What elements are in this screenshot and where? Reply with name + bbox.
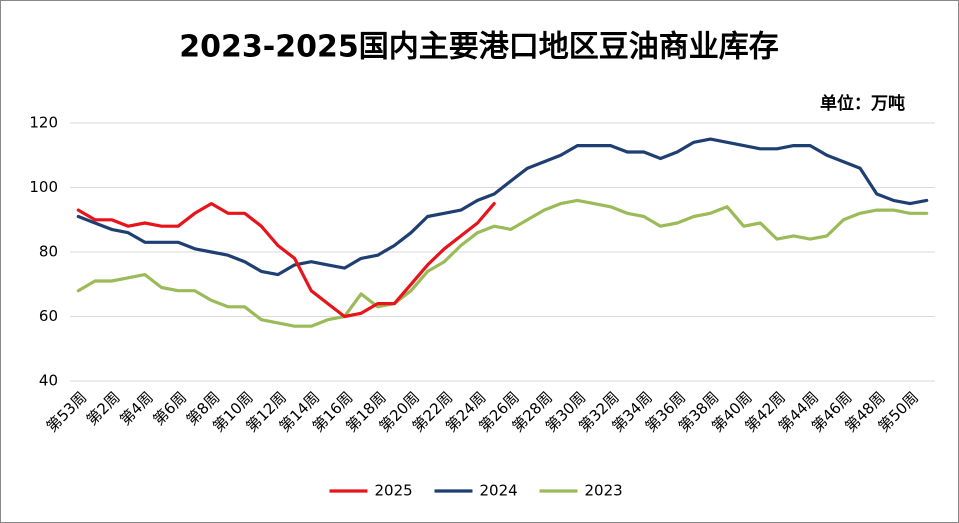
y-tick-label: 100 xyxy=(29,178,58,196)
series-line xyxy=(76,137,929,277)
y-tick-label: 60 xyxy=(39,307,58,325)
unit-annotation: 单位：万吨 xyxy=(820,93,905,114)
chart-title: 2023-2025国内主要港口地区豆油商业库存 xyxy=(179,30,778,65)
y-tick-label: 120 xyxy=(29,114,58,132)
legend-label: 2025 xyxy=(375,482,413,500)
y-tick-label: 80 xyxy=(39,243,58,261)
legend-label: 2024 xyxy=(480,482,518,500)
series-line xyxy=(76,198,929,328)
series-line xyxy=(76,202,496,319)
legend-label: 2023 xyxy=(585,482,623,500)
y-tick-label: 40 xyxy=(39,372,58,390)
